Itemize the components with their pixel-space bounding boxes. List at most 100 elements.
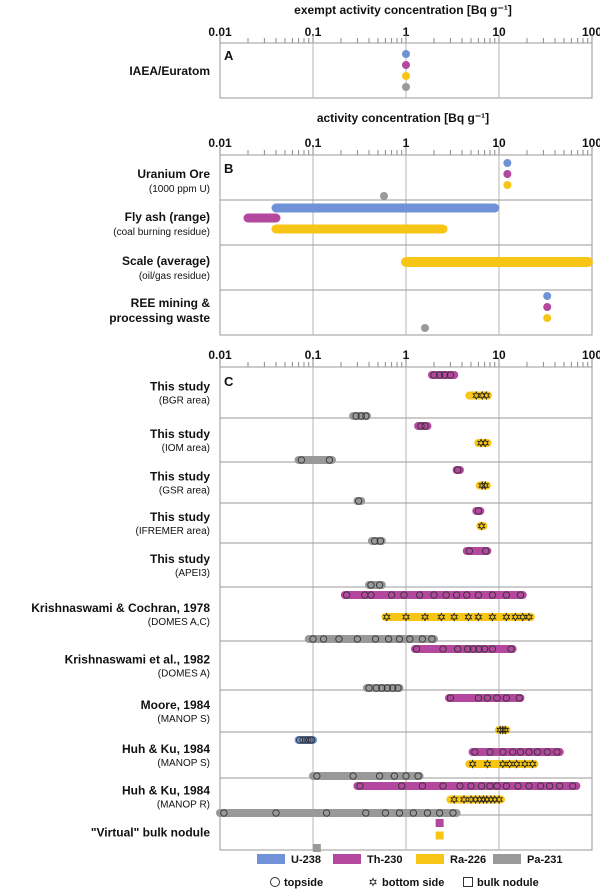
panel-c-row-6-pa-231-circle-1 — [372, 684, 381, 692]
panel-c-row-8-ra-226-star-3 — [505, 759, 514, 769]
panel-c-row-9-th-230-circle-15 — [569, 782, 577, 790]
panel-c-row-8-th-230-circle-0 — [471, 748, 479, 756]
panel-c-row-0-subtitle: (BGR area) — [159, 396, 210, 407]
panel-c-row-8-th-230-circle-4 — [516, 748, 525, 756]
panel-c-row-6-pa-231-range — [362, 684, 404, 692]
panel-c-row-0-pa-231-circle-1 — [357, 412, 365, 420]
panel-b-row-labels: Uranium Ore (1000 ppm U) Fly ash (range)… — [109, 167, 210, 325]
panel-c-row-5-pa-231-circle-4 — [371, 635, 380, 643]
panel-c-row-9-th-230-circle-14 — [556, 782, 564, 790]
panel-c-tick-label-3: 10 — [492, 348, 506, 362]
panel-c-row-6-pa-231-circle-5 — [394, 684, 402, 692]
panel-b-row-3-title: REE mining & — [131, 296, 211, 310]
panel-c-row-0-title: This study — [150, 380, 210, 394]
panel-c-row-8-ra-226-star-0 — [468, 759, 477, 769]
panel-c-row-9-th-230-circle-6 — [477, 782, 486, 790]
panel-a-axis-title: exempt activity concentration [Bq g⁻¹] — [294, 3, 512, 17]
panel-c-row-5-pa-231-circle-5 — [384, 635, 393, 643]
panel-c-row-5-pa-231-circle-6 — [395, 635, 404, 643]
panel-c-row-5-th-230-circle-8 — [452, 591, 461, 599]
legend-symbol-bulk-nodule-label: bulk nodule — [477, 877, 539, 889]
panel-c-row-5-th-230-circle-7 — [442, 591, 450, 599]
panel-c-row-6-th-230-circle-4 — [469, 645, 478, 653]
panel-c-row-9-th-230-circle-0 — [356, 782, 364, 790]
panel-c-row-5-th-230-circle-2 — [367, 591, 375, 599]
panel-c-row-9-pa-231-circle-1 — [272, 809, 280, 817]
panel-b-marks — [243, 159, 593, 332]
panel-c-row-0-pa-231-circle-2 — [362, 412, 370, 420]
panel-b-letter: B — [224, 161, 233, 176]
panel-b-uranium-ore-point-u-238 — [503, 159, 512, 167]
panel-c-row-0-th-230-circle-0 — [430, 371, 438, 379]
panel-c-row-9-pa-231-circle-5 — [395, 809, 404, 817]
panel-c-row-7-ra-226-star-2 — [501, 725, 510, 735]
panel-c-row-3-title: This study — [150, 510, 210, 524]
panel-b-row-2-subtitle: (oil/gas residue) — [139, 271, 210, 282]
panel-c-row-6-th-230-circle-8 — [507, 645, 515, 653]
panel-c-row-5-ra-226-star-7 — [488, 612, 497, 622]
panel-c-row-10-pa-231-square — [312, 844, 321, 852]
legend-symbol-bottom-side-label: bottom side — [382, 877, 444, 889]
panel-c-row-5-th-230-circle-11 — [488, 591, 497, 599]
panel-c-row-0-ra-226-star-2 — [482, 390, 491, 401]
panel-c-row-7-subtitle: (MANOP S) — [157, 714, 210, 725]
legend-symbol-topside-icon — [270, 877, 280, 887]
panel-c-row-10-title: "Virtual" bulk nodule — [91, 826, 210, 840]
panel-c-row-8-th-230-circle-5 — [525, 748, 533, 756]
panel-c-row-8-u-238-circle-3 — [304, 736, 312, 744]
panel-c-row-9-th-230-circle-9 — [502, 782, 511, 790]
panel-c-row-9-th-230-circle-10 — [514, 782, 522, 790]
panel-c-row-8-ra-226-star-5 — [520, 759, 529, 769]
panel-c-row-5-pa-231-circle-0 — [309, 635, 317, 643]
panel-c-row-8-ra-226-star-2 — [498, 759, 507, 769]
legend: U-238 Th-230 Ra-226 Pa-231 topside bottom sid… — [257, 854, 562, 889]
panel-b: activity concentration [Bq g⁻¹] 0.01 0.1 1… — [109, 111, 600, 336]
panel-c-row-8-th-230-circle-6 — [533, 748, 542, 756]
legend-label-th-230: Th-230 — [367, 854, 402, 866]
panel-c-row-5-ra-226-star-9 — [511, 612, 520, 622]
panel-c-row-10-th-230-square — [435, 819, 444, 827]
panel-c-row-0-th-230-circle-1 — [435, 371, 444, 379]
panel-c-row-5-th-230-circle-10 — [474, 591, 483, 599]
panel-c-row-5-th-230-circle-3 — [387, 591, 396, 599]
panel-b-tick-label-0: 0.01 — [208, 136, 232, 150]
panel-c-row-9-pa-231-circle-9 — [449, 809, 457, 817]
panel-a-point-u-238 — [402, 50, 410, 58]
panel-c-row-8-pa-231-range — [309, 772, 424, 780]
panel-c-tick-label-4: 100 — [582, 348, 600, 362]
panel-c-row-4-pa-231-range — [364, 581, 386, 589]
panel-c-row-6-th-230-circle-1 — [439, 645, 447, 653]
panel-c-row-9-ra-226-star-1 — [459, 794, 468, 805]
panel-c-row-5-th-230-circle-12 — [502, 591, 511, 599]
panel-c-row-9-th-230-circle-4 — [456, 782, 464, 790]
panel-c-row-5-ra-226-range — [381, 613, 535, 621]
panel-c-tick-label-2: 1 — [403, 348, 410, 362]
panel-b-row-0-subtitle: (1000 ppm U) — [149, 184, 210, 195]
panel-c-row-5-th-230-circle-9 — [463, 591, 471, 599]
panel-b-ree-point-u-238 — [543, 292, 552, 300]
panel-c-row-6-th-230-circle-6 — [480, 645, 489, 653]
panel-b-uranium-ore-point-ra-226 — [503, 181, 512, 189]
panel-c-row-8-u-238-circle-0 — [296, 736, 304, 744]
panel-c-row-7-th-230-circle-0 — [446, 694, 455, 702]
panel-c-row-8-ra-226-star-6 — [528, 759, 537, 769]
panel-c-tick-label-0: 0.01 — [208, 348, 232, 362]
panel-c-row-9-th-230-circle-11 — [525, 782, 533, 790]
panel-b-ticks: 0.01 0.1 1 10 100 — [208, 136, 600, 156]
panel-c-row-2-th-230-circle-0 — [454, 466, 462, 474]
legend-swatch-pa-231 — [493, 854, 521, 864]
panel-a-tick-label-4: 100 — [582, 25, 600, 39]
panel-c-row-5-th-230-range — [340, 591, 527, 599]
panel-c-row-2-subtitle: (GSR area) — [159, 486, 210, 497]
panel-c-row-2-ra-226-star-1 — [481, 480, 490, 491]
panel-a-tick-label-3: 10 — [492, 25, 506, 39]
panel-b-fly-ash-range-u-238 — [271, 203, 500, 213]
panel-c-row-9-th-230-circle-8 — [493, 782, 501, 790]
panel-c-row-4-title: This study — [150, 552, 210, 566]
panel-c-row-10-ra-226-square — [435, 831, 444, 840]
panel-b-row-2-title: Scale (average) — [122, 254, 210, 268]
panel-c-row-5-pa-231-circle-7 — [406, 635, 414, 643]
panel-c-row-3-pa-231-circle-0 — [370, 537, 379, 545]
panel-c-row-6-th-230-range — [411, 645, 517, 653]
